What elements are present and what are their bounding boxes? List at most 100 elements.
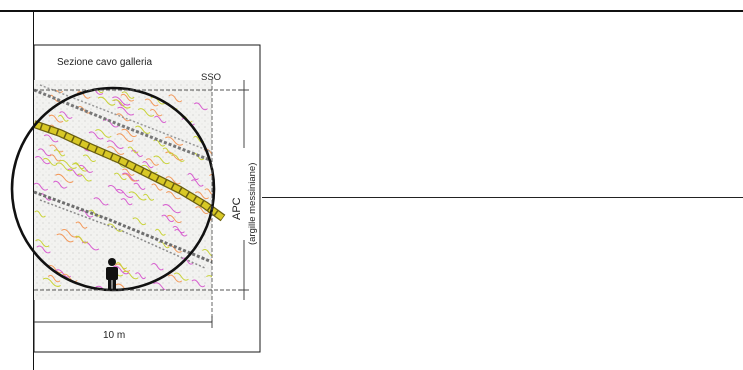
flow-line bbox=[121, 91, 135, 99]
flow-line bbox=[95, 285, 105, 290]
flow-line bbox=[107, 184, 124, 194]
flow-line bbox=[82, 154, 97, 163]
flow-line bbox=[133, 182, 146, 190]
flow-line bbox=[120, 93, 135, 102]
flow-line bbox=[149, 108, 163, 117]
flow-line bbox=[132, 217, 147, 226]
lower-shear-zone-b bbox=[39, 199, 206, 269]
flow-line bbox=[93, 197, 109, 206]
flow-line bbox=[209, 173, 212, 176]
flow-line bbox=[47, 265, 64, 274]
leader-line bbox=[262, 197, 743, 198]
scale-label: 10 m bbox=[103, 330, 125, 341]
flow-line bbox=[115, 262, 128, 270]
flow-line bbox=[121, 172, 140, 182]
flow-line bbox=[165, 191, 181, 200]
flow-line bbox=[194, 191, 209, 200]
flow-line bbox=[193, 102, 208, 111]
flow-line bbox=[53, 180, 68, 189]
flow-line bbox=[42, 277, 61, 287]
lower-shear-zone bbox=[33, 190, 213, 264]
flow-line bbox=[53, 149, 66, 157]
flow-line bbox=[117, 106, 135, 116]
flow-line bbox=[154, 115, 167, 124]
flow-line bbox=[106, 140, 124, 149]
flow-line bbox=[81, 241, 100, 251]
flow-line bbox=[142, 193, 155, 201]
figure-title: Sezione cavo galleria bbox=[57, 57, 152, 68]
flow-line bbox=[174, 229, 188, 237]
flow-line bbox=[107, 223, 123, 232]
flow-line bbox=[151, 183, 163, 191]
flow-line bbox=[75, 235, 89, 244]
flow-line bbox=[115, 283, 127, 290]
scale-bar bbox=[34, 316, 213, 328]
flow-line bbox=[47, 274, 61, 283]
flow-line bbox=[162, 147, 174, 155]
flow-line bbox=[141, 164, 158, 174]
flow-line bbox=[173, 272, 189, 281]
flow-line bbox=[135, 272, 147, 280]
flow-line bbox=[107, 146, 125, 155]
flow-line bbox=[122, 173, 138, 182]
flow-line bbox=[58, 159, 77, 169]
flow-line bbox=[145, 158, 159, 166]
flow-line bbox=[112, 265, 130, 275]
flow-line bbox=[206, 275, 212, 278]
flow-line bbox=[122, 270, 139, 280]
flow-line bbox=[34, 210, 46, 218]
flow-line bbox=[34, 182, 49, 191]
flow-line bbox=[187, 173, 199, 181]
flow-line bbox=[55, 269, 72, 278]
flow-line bbox=[191, 179, 204, 187]
flow-line bbox=[67, 168, 83, 177]
flow-line bbox=[34, 156, 51, 165]
unit-label: APC bbox=[231, 197, 243, 220]
flow-line bbox=[88, 209, 101, 217]
unit-sublabel: (argille messiniane) bbox=[247, 163, 258, 245]
flow-line bbox=[161, 214, 175, 223]
flow-line bbox=[135, 125, 151, 134]
flow-line bbox=[115, 188, 134, 198]
flow-line bbox=[49, 144, 64, 153]
flow-line bbox=[55, 90, 64, 93]
flow-line bbox=[165, 151, 184, 161]
flow-line bbox=[77, 91, 91, 99]
flow-line bbox=[49, 154, 61, 162]
flow-line bbox=[43, 134, 59, 143]
flow-line bbox=[56, 233, 74, 243]
flow-line bbox=[57, 114, 69, 122]
flow-line bbox=[204, 188, 212, 195]
flow-line bbox=[35, 239, 50, 248]
flow-line bbox=[181, 257, 194, 265]
orientation-label: SSO bbox=[201, 72, 221, 83]
flow-line bbox=[88, 131, 104, 140]
flow-line bbox=[97, 90, 104, 94]
flow-line bbox=[153, 282, 171, 290]
flow-line bbox=[144, 98, 159, 107]
flow-line bbox=[112, 99, 131, 109]
flow-line bbox=[42, 157, 58, 166]
flow-line bbox=[195, 206, 210, 215]
flow-line bbox=[77, 106, 91, 114]
flow-line bbox=[151, 263, 164, 271]
flow-line bbox=[95, 129, 112, 138]
flow-line bbox=[37, 148, 52, 157]
flow-line bbox=[154, 228, 166, 236]
vertical-dimension bbox=[239, 80, 249, 300]
flow-line bbox=[77, 173, 92, 182]
flow-line bbox=[168, 94, 183, 103]
flow-line bbox=[165, 176, 181, 185]
flow-line bbox=[97, 96, 116, 106]
flow-line bbox=[137, 108, 155, 117]
top-rule bbox=[0, 10, 743, 12]
flow-line bbox=[61, 228, 78, 238]
flow-line bbox=[120, 198, 133, 206]
flow-line bbox=[122, 168, 135, 176]
flow-line bbox=[153, 155, 170, 165]
flow-line bbox=[59, 111, 73, 119]
flow-line bbox=[164, 136, 184, 146]
flow-line bbox=[167, 274, 183, 283]
flow-line bbox=[73, 162, 85, 170]
